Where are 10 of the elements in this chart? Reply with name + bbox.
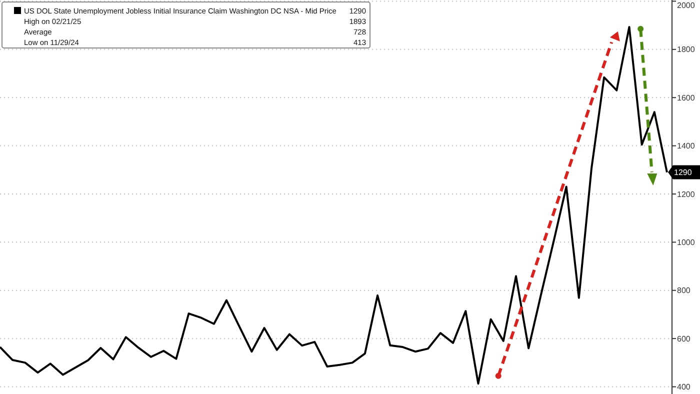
y-tick-label: 400 <box>677 382 691 392</box>
y-tick-label: 1600 <box>677 93 696 102</box>
y-tick-label: 1200 <box>677 190 696 199</box>
data-label: 1290 <box>674 168 692 178</box>
y-tick-label: 600 <box>677 334 691 344</box>
y-tick-label: 1800 <box>677 45 696 54</box>
y-tick-label: 800 <box>677 286 691 296</box>
y-tick-label: 1400 <box>677 142 696 151</box>
y-tick-label: 2000 <box>677 0 696 10</box>
y-tick-label: 1000 <box>677 238 696 247</box>
